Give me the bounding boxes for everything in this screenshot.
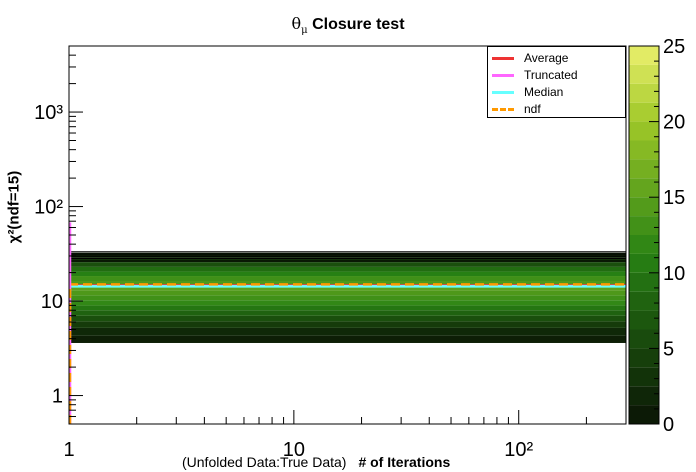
y-tick-label: 10 — [41, 291, 63, 313]
series-lines — [68, 222, 626, 424]
legend: Average Truncated Median ndf — [487, 46, 626, 118]
palette-step — [629, 102, 659, 122]
x-axis-label: (Unfolded Data:True Data) # of Iterations — [182, 454, 450, 470]
palette-tick-label: 25 — [663, 36, 685, 58]
legend-label-truncated: Truncated — [524, 68, 578, 82]
palette-step — [629, 310, 659, 330]
palette-step — [629, 46, 659, 65]
x-tick-label: 10² — [504, 439, 533, 461]
heatmap-band — [69, 281, 626, 286]
legend-item-truncated: Truncated — [492, 66, 578, 84]
chart-title: θμ Closure test — [0, 14, 696, 36]
palette-step — [629, 83, 659, 103]
palette-step — [629, 386, 659, 406]
heatmap-band — [69, 300, 626, 306]
palette-step — [629, 235, 659, 254]
x-axis: 1 10 10² — [63, 410, 627, 461]
y-tick-label: 1 — [52, 386, 63, 408]
palette-tick-label: 5 — [663, 338, 674, 360]
palette-step — [629, 348, 659, 368]
title-text: Closure test — [312, 16, 405, 33]
palette-tick-label: 0 — [663, 414, 674, 436]
palette-step — [629, 291, 659, 311]
x-axis-prefix: (Unfolded Data:True Data) — [182, 454, 347, 470]
title-symbol: θ — [291, 14, 302, 33]
legend-item-average: Average — [492, 49, 568, 67]
heatmap-band — [69, 310, 626, 316]
y-axis-label: χ²(ndf=15) — [5, 170, 23, 244]
heatmap-band — [69, 327, 626, 336]
palette-step — [629, 121, 659, 141]
heatmap-band — [69, 271, 626, 277]
heatmap-band — [69, 285, 626, 291]
heatmap-band — [69, 276, 626, 282]
y-tick-label: 10² — [34, 197, 63, 219]
legend-item-median: Median — [492, 83, 563, 101]
x-tick-label: 10 — [283, 439, 305, 461]
heatmap-band — [69, 266, 626, 272]
palette-step — [629, 64, 659, 84]
x-tick-label: 1 — [63, 439, 74, 461]
heatmap-bands — [69, 251, 626, 343]
legend-label-median: Median — [524, 85, 564, 99]
palette-step — [629, 159, 659, 179]
legend-swatch-truncated — [492, 73, 514, 77]
legend-item-ndf: ndf — [492, 100, 541, 118]
x-axis-title: # of Iterations — [358, 454, 451, 470]
palette-step — [629, 140, 659, 160]
heatmap-band — [69, 305, 626, 311]
palette-step — [629, 405, 659, 424]
heatmap-band — [69, 315, 626, 322]
palette-step — [629, 272, 659, 292]
legend-swatch-median — [492, 90, 514, 94]
palette-tick-label: 15 — [663, 187, 685, 209]
heatmap-band — [69, 295, 626, 301]
palette-step — [629, 178, 659, 198]
heatmap-band — [69, 335, 626, 343]
palette-step — [629, 197, 659, 217]
palette-step — [629, 253, 659, 273]
palette-frame — [628, 45, 660, 425]
color-palette: 0 5 10 15 20 25 — [628, 36, 685, 436]
legend-label-average: Average — [524, 51, 569, 65]
palette-tick-label: 10 — [663, 263, 685, 285]
legend-swatch-average — [492, 56, 514, 60]
heatmap-band — [69, 252, 626, 258]
y-axis: 1 10 10² 10³ — [34, 45, 83, 425]
palette-step — [629, 329, 659, 349]
heatmap-band — [69, 257, 626, 263]
palette-step — [629, 367, 659, 387]
legend-label-ndf: ndf — [524, 102, 541, 116]
palette-step — [629, 216, 659, 235]
palette-tick-label: 20 — [663, 112, 685, 134]
heatmap-band — [69, 290, 626, 296]
heatmap-band — [69, 262, 626, 267]
heatmap-band — [69, 321, 626, 328]
title-subscript: μ — [301, 25, 308, 37]
legend-swatch-ndf — [492, 107, 514, 111]
y-tick-label: 10³ — [34, 102, 63, 124]
